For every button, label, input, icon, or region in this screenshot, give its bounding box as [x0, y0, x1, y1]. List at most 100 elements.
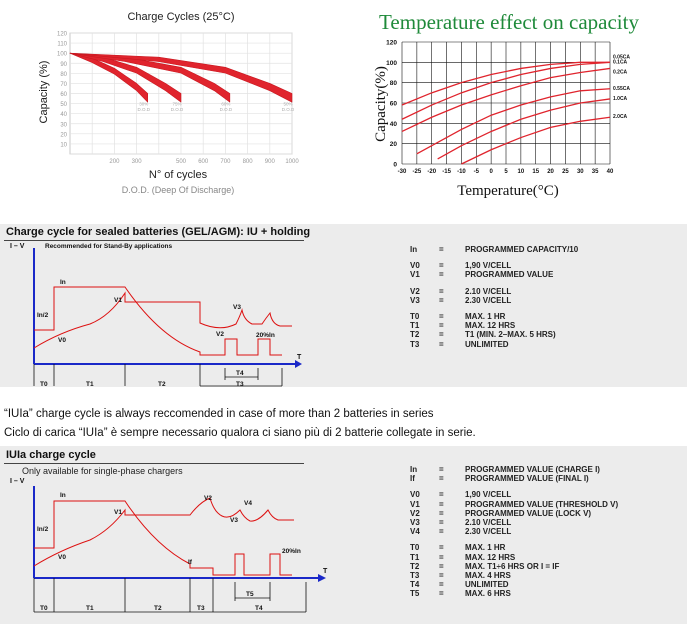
definition-symbol: V3 — [410, 295, 420, 305]
tc-series-line-3 — [401, 67, 611, 133]
cc-curve-label-dod: D.O.D — [282, 107, 295, 112]
cc-curve-label-pct: 60% — [221, 102, 230, 107]
tc-x-tick-label: 25 — [562, 169, 569, 175]
tc-x-tick-label: -30 — [398, 169, 407, 175]
definition-value: MAX. 12 HRS — [465, 552, 516, 562]
definition-symbol: T5 — [410, 589, 420, 599]
cc-curves — [69, 52, 293, 103]
definition-row: V0 = 1,90 V/CELL — [410, 491, 618, 500]
equals-sign: = — [439, 339, 444, 349]
iuia-subtitle: Only available for single-phase chargers — [22, 466, 183, 476]
cc-curve-label-pct: 50% — [283, 102, 292, 107]
definition-row: T5 = MAX. 6 HRS — [410, 590, 618, 599]
iu-holding-panel: Charge cycle for sealed batteries (GEL/A… — [0, 224, 687, 388]
iuia-v4-label: V4 — [244, 500, 252, 507]
tc-y-tick-label: 80 — [390, 80, 398, 87]
iu-axis-label: I – V — [10, 243, 25, 250]
definition-symbol: In — [410, 245, 418, 254]
tc-series-line-5 — [437, 98, 611, 160]
cc-y-tick-label: 120 — [57, 32, 68, 38]
iu-current-curve — [34, 286, 282, 356]
equals-sign: = — [439, 561, 444, 571]
equals-sign: = — [439, 508, 444, 518]
tc-y-tick-label: 20 — [390, 141, 398, 148]
equals-sign: = — [439, 321, 444, 331]
note-english: “IUIa” charge cycle is always reccomende… — [4, 408, 434, 420]
iu-voltage-curve — [33, 291, 292, 349]
equals-sign: = — [439, 490, 444, 500]
iu-v2-label: V2 — [216, 331, 224, 338]
cc-x-tick-label: 700 — [220, 159, 231, 165]
iuia-diagram-svg: I – V T In In/2 V0 V1 V2 V3 V4 If 20%In … — [10, 478, 328, 613]
tc-x-tick-label: -5 — [474, 169, 480, 175]
cc-curve-label-dod: D.O.D — [137, 107, 150, 112]
tc-x-tick-label: 40 — [607, 169, 614, 175]
tc-series-label: 0.55CA — [613, 86, 630, 92]
iuia-v0-label: V0 — [58, 554, 66, 561]
cc-y-tick-label: 10 — [60, 142, 67, 148]
cc-x-tick-label: 500 — [176, 159, 187, 165]
iu-t-label: T — [297, 354, 302, 361]
iuia-v1-label: V1 — [114, 509, 122, 516]
temperature-chart: Temperature effect on capacity 120 100 80 6… — [360, 0, 691, 205]
cc-curve-label-dod: D.O.D — [220, 107, 233, 112]
tc-series-line-4 — [416, 88, 611, 155]
tc-x-tick-label: 15 — [532, 169, 539, 175]
cc-y-tick-label: 100 — [57, 52, 68, 58]
iuia-definitions: In = PROGRAMMED VALUE (CHARGE I) If = PROGRAM… — [410, 465, 618, 599]
cc-xlabel: N° of cycles — [149, 169, 208, 181]
iu-title-divider — [4, 240, 304, 241]
definition-value: 2.30 V/CELL — [465, 295, 512, 305]
definition-symbol: T0 — [410, 543, 420, 553]
definition-row: V4 = 2.30 V/CELL — [410, 528, 618, 537]
definition-symbol: T4 — [410, 580, 420, 590]
iuia-v2-label: V2 — [204, 495, 212, 502]
equals-sign: = — [439, 517, 444, 527]
tc-x-ticks: -30 -25 -20 -15 -10 -5 0 5 10 15 20 25 30 35 40 — [398, 169, 614, 175]
definition-value: 2.10 V/CELL — [465, 517, 512, 527]
tc-y-tick-label: 60 — [390, 101, 398, 108]
cc-y-tick-label: 20 — [60, 132, 67, 138]
equals-sign: = — [439, 286, 444, 296]
iu-t2: T2 — [158, 381, 166, 388]
cc-x-ticks: 200 300 500 600 700 800 900 1000 — [109, 159, 299, 165]
definition-row: V1 = PROGRAMMED VALUE (THRESHOLD V) — [410, 500, 618, 510]
iu-subtitle: Recommended for Stand-By applications — [45, 243, 173, 250]
iuia-in-label: In — [60, 492, 66, 499]
cc-curve-band-2 — [69, 52, 182, 103]
definition-value: 1,90 V/CELL — [465, 490, 512, 500]
tc-series-label: 2.0CA — [613, 114, 628, 120]
tc-x-tick-label: 20 — [547, 169, 554, 175]
tc-x-tick-label: -10 — [457, 169, 466, 175]
iuia-x-arrow — [318, 574, 326, 582]
iuia-panel-title: IUIa charge cycle — [6, 449, 96, 461]
definition-row: T0 = MAX. 1 HR — [410, 544, 618, 553]
definition-row: V0 = 1,90 V/CELL — [410, 262, 578, 271]
iuia-t3: T3 — [197, 605, 205, 612]
definition-value: T1 (MIN. 2–MAX. 5 HRS) — [465, 330, 556, 340]
definition-row: T4 = UNLIMITED — [410, 580, 618, 590]
definition-row: V1 = PROGRAMMED VALUE — [410, 271, 578, 280]
definition-value: MAX. 1 HR — [465, 311, 506, 321]
definition-row: V2 = PROGRAMMED VALUE (LOCK V) — [410, 508, 618, 519]
definition-value: MAX. 1 HR — [465, 543, 506, 553]
equals-sign: = — [439, 245, 444, 254]
cc-curve-band-1 — [69, 52, 148, 103]
definition-symbol: T1 — [410, 321, 420, 331]
definition-symbol: T3 — [410, 570, 420, 580]
equals-sign: = — [439, 527, 444, 537]
definition-symbol: T1 — [410, 552, 420, 562]
iu-pulse-label: 20%In — [256, 332, 275, 339]
cc-y-ticks: 120 110 100 90 80 70 60 50 40 30 20 10 — [57, 32, 68, 149]
iu-v0-label: V0 — [58, 337, 66, 344]
equals-sign: = — [439, 330, 444, 340]
iu-in-label: In — [60, 279, 66, 286]
equals-sign: = — [439, 474, 444, 484]
iuia-t4: T4 — [255, 605, 263, 612]
iu-in2-label: In/2 — [37, 312, 49, 319]
tc-y-tick-label: 100 — [386, 60, 397, 67]
equals-sign: = — [439, 589, 444, 599]
cc-y-tick-label: 110 — [57, 42, 67, 48]
tc-series-label: 0.2CA — [613, 69, 628, 75]
definition-row: T1 = MAX. 12 HRS — [410, 552, 618, 563]
